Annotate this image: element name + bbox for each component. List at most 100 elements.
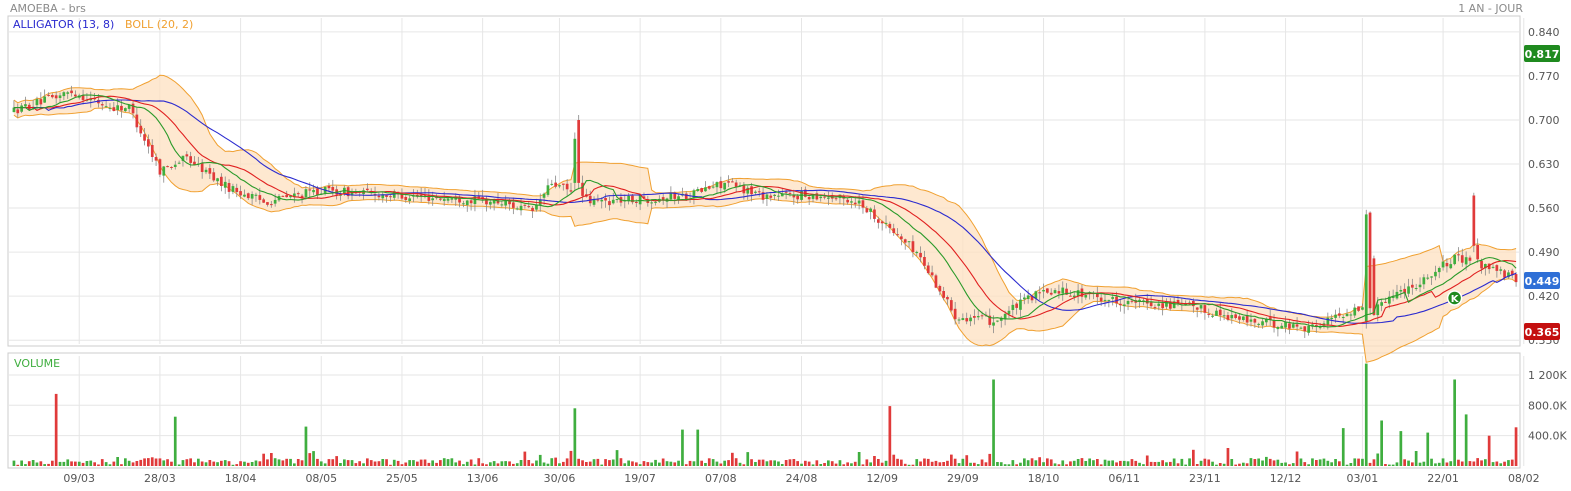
volume-bar	[638, 464, 642, 466]
svg-text:0.449: 0.449	[1525, 275, 1560, 288]
candle	[1207, 308, 1211, 318]
candle	[1361, 303, 1364, 311]
period-label[interactable]: 1 AN - JOUR	[1458, 2, 1523, 15]
volume-bar	[892, 454, 896, 466]
volume-bar	[1441, 458, 1445, 466]
candle	[869, 207, 872, 220]
volume-bar	[66, 459, 70, 466]
volume-bar	[588, 461, 592, 466]
candle	[281, 195, 285, 197]
date-tick-label: 08/05	[305, 472, 337, 485]
volume-bar	[1338, 461, 1341, 466]
volume-bar	[973, 462, 976, 466]
volume-bar	[454, 462, 458, 466]
volume-bar	[1284, 462, 1287, 466]
volume-bar	[934, 460, 938, 466]
volume-bar	[542, 462, 546, 466]
volume-bar	[462, 464, 465, 466]
volume-bar	[1103, 459, 1107, 466]
candle	[366, 183, 369, 193]
candle	[212, 167, 216, 182]
volume-bar	[458, 460, 461, 466]
candle	[1034, 290, 1038, 304]
volume-bar	[1484, 459, 1487, 466]
volume-bar	[823, 463, 826, 466]
volume-bar	[1215, 464, 1218, 466]
volume-bar	[531, 463, 534, 466]
volume-bar	[12, 460, 16, 466]
volume-bar	[992, 379, 995, 466]
volume-bar	[1019, 462, 1022, 466]
volume-bar	[381, 459, 385, 466]
volume-bar	[93, 462, 96, 466]
volume-bar	[1257, 458, 1260, 466]
volume-bar	[31, 460, 35, 466]
volume-bar	[926, 458, 930, 466]
candle	[1261, 318, 1264, 329]
volume-bar	[20, 460, 23, 466]
volume-bar	[1157, 461, 1161, 466]
candle	[1011, 299, 1015, 318]
volume-bar	[1188, 458, 1191, 466]
candle	[170, 166, 173, 170]
candle	[473, 189, 477, 212]
candle	[1042, 283, 1045, 299]
volume-bar	[1261, 460, 1264, 466]
candle	[43, 89, 46, 103]
candle	[243, 189, 246, 198]
event-marker-k[interactable]: K	[1446, 290, 1463, 306]
volume-bar	[504, 461, 507, 466]
candle	[957, 317, 961, 324]
volume-bar	[1245, 463, 1249, 466]
volume-bar	[1134, 460, 1138, 466]
candle	[1053, 288, 1057, 294]
candle	[1103, 294, 1107, 307]
volume-bar	[173, 416, 177, 466]
volume-bar	[319, 461, 323, 466]
candle	[1330, 314, 1333, 325]
volume-bar	[35, 462, 39, 466]
candle	[231, 183, 235, 195]
bollinger-upper	[13, 74, 1517, 318]
volume-bar	[642, 461, 646, 466]
volume-bar	[473, 464, 477, 466]
candle	[177, 160, 181, 165]
volume-bar	[1499, 463, 1503, 466]
volume-bar	[1437, 462, 1441, 466]
volume-bar	[1203, 458, 1207, 466]
volume-bar	[784, 460, 788, 466]
volume-bar	[734, 458, 738, 466]
volume-bar	[258, 461, 262, 466]
volume-bar	[1295, 451, 1299, 466]
candle	[515, 206, 519, 211]
volume-bar	[181, 460, 185, 466]
svg-text:0.365: 0.365	[1525, 326, 1560, 339]
volume-bar	[1353, 458, 1357, 466]
volume-bar	[500, 461, 504, 466]
volume-bar	[308, 453, 312, 466]
volume-bar	[77, 461, 81, 466]
volume-bar	[869, 462, 872, 466]
volume-bar	[527, 460, 531, 466]
volume-bar	[16, 464, 20, 466]
volume-bar	[757, 459, 761, 466]
volume-bar	[635, 462, 638, 466]
candle	[650, 199, 653, 210]
volume-bar	[51, 460, 54, 466]
volume-bar	[1176, 463, 1180, 466]
volume-bar	[677, 460, 680, 466]
volume-bar	[1218, 463, 1222, 466]
volume-bar	[139, 459, 143, 466]
alligator-teeth	[13, 95, 1517, 328]
volume-bar	[1457, 459, 1460, 466]
volume-bar	[1288, 464, 1291, 466]
candle	[611, 192, 615, 205]
volume-bar	[1372, 459, 1376, 466]
candle	[950, 297, 953, 312]
candle	[1353, 303, 1357, 318]
volume-bar	[408, 460, 411, 466]
bollinger-lower	[13, 106, 1517, 363]
candle	[1215, 307, 1218, 316]
date-tick-label: 25/05	[386, 472, 418, 485]
volume-bar	[1115, 462, 1118, 466]
